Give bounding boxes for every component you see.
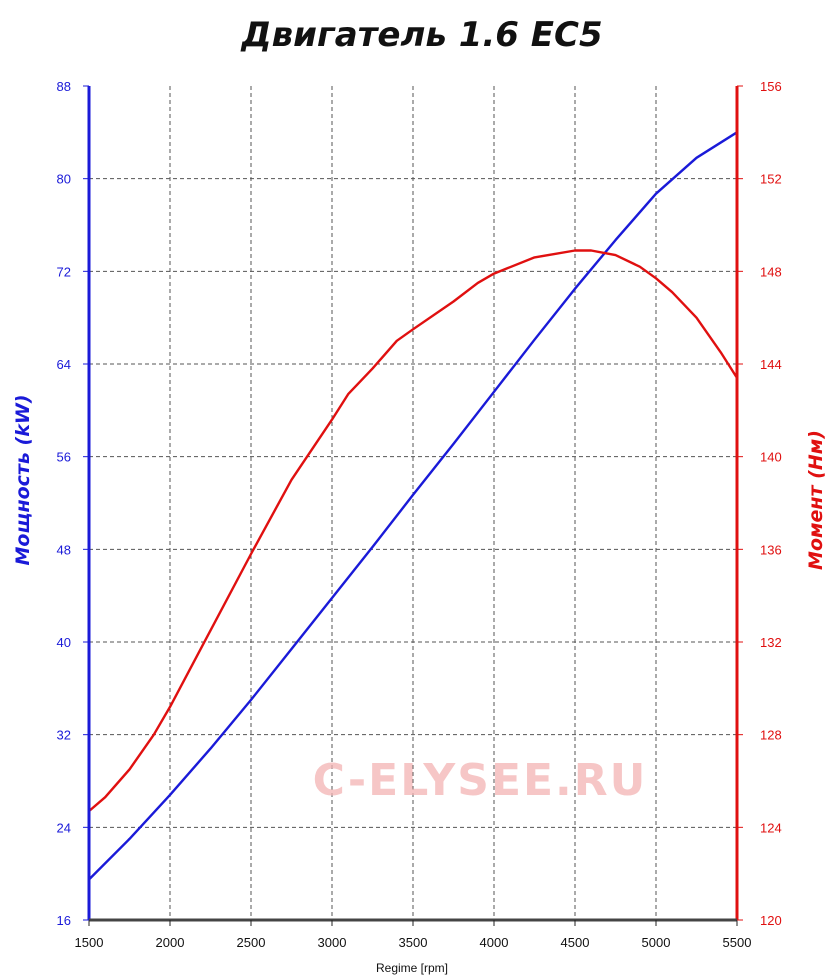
x-tick-label: 3500 xyxy=(399,935,428,950)
y-left-tick-label: 48 xyxy=(57,542,71,557)
x-tick-label: 1500 xyxy=(75,935,104,950)
x-tick-label: 3000 xyxy=(318,935,347,950)
y-left-tick-label: 72 xyxy=(57,264,71,279)
y-right-tick-label: 140 xyxy=(760,450,782,465)
x-tick-label: 5000 xyxy=(642,935,671,950)
y-right-tick-label: 144 xyxy=(760,357,782,372)
y-right-tick-label: 128 xyxy=(760,728,782,743)
y-left-tick-label: 56 xyxy=(57,450,71,465)
y-left-tick-label: 32 xyxy=(57,728,71,743)
y-right-tick-label: 132 xyxy=(760,635,782,650)
power-series-line xyxy=(88,131,738,881)
y-left-tick-label: 24 xyxy=(57,820,71,835)
y-left-tick-label: 64 xyxy=(57,357,71,372)
y-right-tick-label: 156 xyxy=(760,79,782,94)
y-axis-right-label: Момент (Нм) xyxy=(805,430,827,570)
y-left-tick-label: 80 xyxy=(57,172,71,187)
x-tick-label: 2500 xyxy=(237,935,266,950)
x-tick-label: 2000 xyxy=(156,935,185,950)
grid xyxy=(89,86,737,920)
torque-series-line xyxy=(88,249,739,813)
y-right-tick-label: 124 xyxy=(760,820,782,835)
y-left-tick-label: 16 xyxy=(57,913,71,928)
x-tick-label: 5500 xyxy=(723,935,752,950)
watermark-text: C-ELYSEE.RU xyxy=(313,755,648,806)
x-tick-label: 4500 xyxy=(561,935,590,950)
series-group xyxy=(88,131,739,881)
tick-labels: 1500 2000 2500 3000 3500 4000 4500 5000 5500 16 24… xyxy=(57,79,782,950)
y-right-tick-label: 120 xyxy=(760,913,782,928)
y-left-tick-label: 88 xyxy=(57,79,71,94)
y-axis-left-label: Мощность (kW) xyxy=(12,394,34,565)
x-axis-label: Regime [rpm] xyxy=(376,961,448,975)
y-right-tick-label: 136 xyxy=(760,542,782,557)
y-right-tick-label: 148 xyxy=(760,264,782,279)
y-left-tick-label: 40 xyxy=(57,635,71,650)
x-tick-label: 4000 xyxy=(480,935,509,950)
chart-title: Двигатель 1.6 EC5 xyxy=(240,15,602,55)
y-right-tick-label: 152 xyxy=(760,172,782,187)
